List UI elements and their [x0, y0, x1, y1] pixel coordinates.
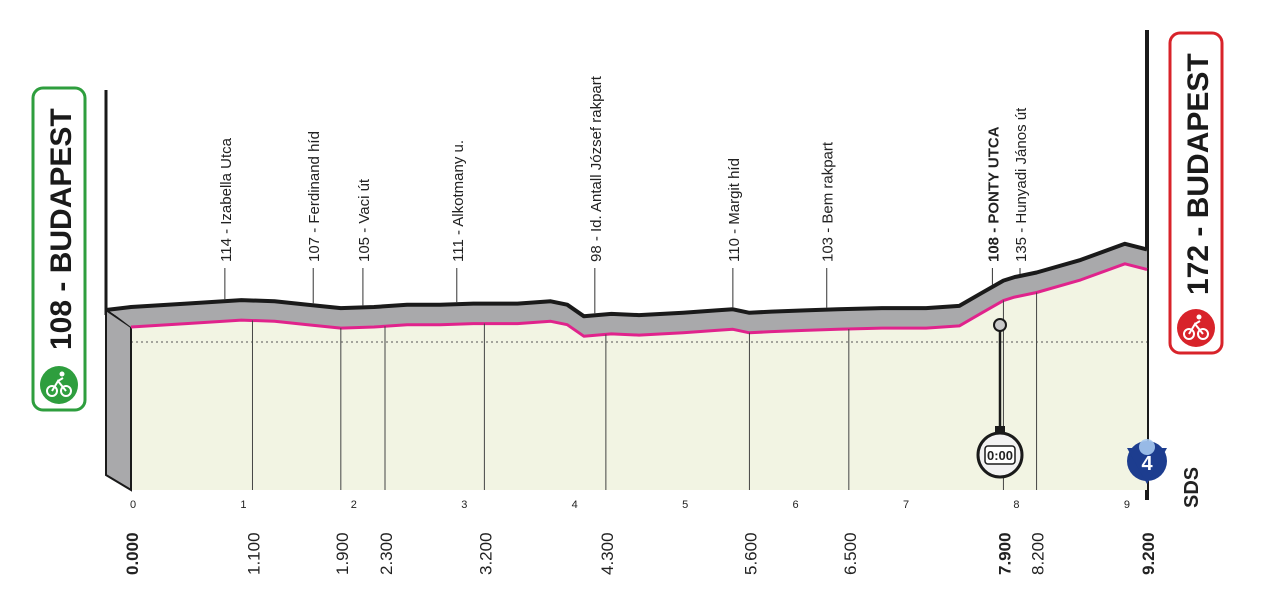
distance-marker-label: 3.200 — [476, 532, 495, 575]
waypoint-label: 111 - Alkotmany u. — [450, 140, 467, 262]
timing-point-label: 0:00 — [987, 448, 1013, 463]
distance-marker-label: 4.300 — [598, 532, 617, 575]
elevation-outline — [105, 241, 1148, 319]
x-tick-label: 4 — [572, 499, 578, 511]
triangle-badge-icon: 4 — [1127, 439, 1167, 484]
x-tick-label: 8 — [1013, 499, 1019, 511]
sponsor-logo: SDS — [1181, 467, 1203, 508]
distance-marker-label: 1.100 — [244, 532, 263, 575]
start-box: 108 - BUDAPEST — [31, 86, 87, 412]
x-tick-label: 7 — [903, 499, 909, 511]
finish-cyclist-icon — [1177, 309, 1215, 347]
profile-side-wall — [105, 308, 132, 492]
elevation-line — [130, 262, 1148, 338]
start-label: 108 - BUDAPEST — [45, 108, 78, 350]
category-badge-label: 4 — [1141, 453, 1153, 475]
distance-marker-label: 1.900 — [333, 532, 352, 575]
waypoint-label: 108 - PONTY UTCA — [985, 126, 1002, 262]
x-tick-label: 1 — [240, 499, 246, 511]
x-tick-label: 2 — [351, 499, 357, 511]
start-cyclist-glyph-icon — [46, 371, 72, 397]
x-tick-label: 6 — [793, 499, 799, 511]
waypoint-label: 105 - Vaci út — [356, 178, 373, 262]
start-cyclist-icon — [40, 366, 78, 404]
x-tick-label: 9 — [1124, 499, 1130, 511]
distance-marker-label: 6.500 — [841, 532, 860, 575]
distance-marker-label: 9.200 — [1139, 532, 1158, 575]
road-band — [131, 243, 1147, 337]
stopwatch-icon: 0:00 — [976, 318, 1024, 479]
waypoint-label: 135 - Hunyadi János út — [1013, 107, 1030, 262]
distance-marker-label: 8.200 — [1029, 532, 1048, 575]
distance-marker-label: 2.300 — [377, 532, 396, 575]
finish-cyclist-glyph-icon — [1183, 314, 1209, 340]
finish-label: 172 - BUDAPEST — [1182, 53, 1215, 295]
distance-marker-label: 7.900 — [995, 532, 1014, 575]
x-tick-label: 0 — [130, 499, 136, 511]
profile-side-cap — [106, 307, 131, 327]
waypoint-label: 110 - Margit híd — [726, 158, 743, 262]
waypoint-label: 107 - Ferdinand híd — [306, 131, 323, 262]
x-tick-label: 5 — [682, 499, 688, 511]
distance-marker-label: 0.000 — [123, 532, 142, 575]
waypoint-label: 103 - Bem rakpart — [820, 141, 837, 262]
distance-marker-label: 5.600 — [741, 532, 760, 575]
x-tick-label: 3 — [461, 499, 467, 511]
finish-box: 172 - BUDAPEST — [1168, 31, 1224, 355]
waypoint-label: 98 - Id. Antall József rakpart — [588, 75, 605, 262]
waypoint-label: 114 - Izabella Utca — [218, 137, 235, 262]
